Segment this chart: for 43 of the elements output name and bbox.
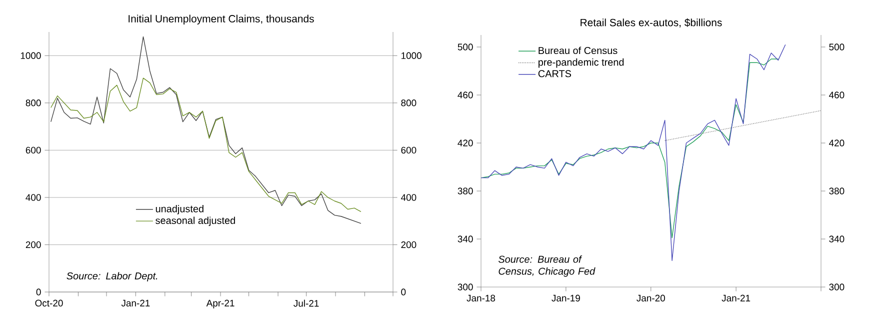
y-tick-label: 1000 <box>20 52 41 59</box>
x-tick-label: Apr-21 <box>206 300 234 308</box>
line-series <box>480 44 786 261</box>
x-tick-label: Jan-21 <box>121 300 150 306</box>
y-tick-label: 200 <box>26 241 41 248</box>
x-tick-label: Jan-18 <box>466 294 496 302</box>
line-series <box>480 58 779 238</box>
legend-label: unadjusted <box>156 205 204 214</box>
y2-tick-label: 1000 <box>402 52 422 59</box>
y2-tick-label: 300 <box>829 284 844 290</box>
y-tick-label: 340 <box>458 236 473 242</box>
x-tick-label: Jan-19 <box>552 294 580 302</box>
y2-tick-label: 380 <box>829 188 844 194</box>
legend-label: CARTS <box>538 70 572 78</box>
y-tick-label: 460 <box>458 92 473 98</box>
x-tick-label: Jan-21 <box>722 294 750 302</box>
x-tick-label: Jul-21 <box>294 300 319 307</box>
y2-tick-label: 420 <box>829 140 844 146</box>
y-tick-label: 300 <box>458 284 473 290</box>
y2-tick-label: 340 <box>829 236 844 242</box>
y2-tick-label: 400 <box>401 194 416 201</box>
y2-tick-label: 0 <box>401 288 406 296</box>
annotation: Source: Bureau of Census, Chicago Fed <box>498 255 596 277</box>
x-tick-label: Oct-20 <box>35 300 63 306</box>
y-tick-label: 500 <box>458 44 473 50</box>
y-tick-label: 400 <box>26 194 41 201</box>
y-tick-label: 800 <box>26 100 41 106</box>
y2-tick-label: 460 <box>829 92 844 98</box>
y2-tick-label: 600 <box>401 146 416 154</box>
legend-label: seasonal adjusted <box>156 216 235 226</box>
x-tick-label: Jan-20 <box>636 294 665 302</box>
chart-title: Retail Sales ex-autos, $billions <box>580 18 722 28</box>
y-tick-label: 600 <box>26 146 41 154</box>
y-tick-label: 0 <box>36 288 41 296</box>
legend-label: Bureau of Census <box>538 46 618 54</box>
annotation: Source: Labor Dept. <box>66 272 158 282</box>
chart-title: Initial Unemployment Claims, thousands <box>128 14 314 24</box>
y2-tick-label: 200 <box>401 241 416 248</box>
y2-tick-label: 800 <box>401 100 416 106</box>
y-tick-label: 420 <box>458 140 473 146</box>
y2-tick-label: 500 <box>829 44 844 50</box>
y-tick-label: 380 <box>458 188 473 194</box>
legend-label: pre-pandemic trend <box>538 58 624 68</box>
